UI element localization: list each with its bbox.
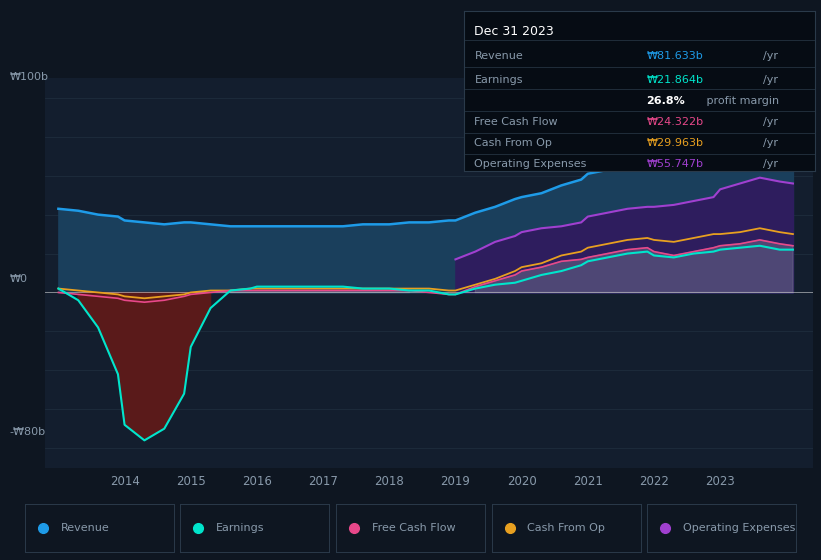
Text: Free Cash Flow: Free Cash Flow [372, 523, 456, 533]
Text: ₩100b: ₩100b [10, 72, 49, 82]
Text: ₩21.864b: ₩21.864b [647, 75, 704, 85]
Text: Dec 31 2023: Dec 31 2023 [475, 25, 554, 38]
Text: profit margin: profit margin [703, 96, 779, 106]
Text: ₩0: ₩0 [10, 274, 28, 284]
Text: ₩24.322b: ₩24.322b [647, 117, 704, 127]
Text: Free Cash Flow: Free Cash Flow [475, 117, 558, 127]
Text: Revenue: Revenue [61, 523, 109, 533]
Text: Cash From Op: Cash From Op [475, 138, 553, 148]
Text: /yr: /yr [763, 138, 777, 148]
Text: Cash From Op: Cash From Op [527, 523, 605, 533]
Text: ₩55.747b: ₩55.747b [647, 158, 704, 169]
Text: /yr: /yr [763, 51, 777, 61]
Text: Revenue: Revenue [475, 51, 523, 61]
Text: ₩81.633b: ₩81.633b [647, 51, 704, 61]
Text: Operating Expenses: Operating Expenses [683, 523, 796, 533]
Text: /yr: /yr [763, 158, 777, 169]
Text: -₩80b: -₩80b [10, 427, 46, 437]
Text: /yr: /yr [763, 75, 777, 85]
Text: Earnings: Earnings [216, 523, 264, 533]
Text: Earnings: Earnings [475, 75, 523, 85]
Text: /yr: /yr [763, 117, 777, 127]
Text: ₩29.963b: ₩29.963b [647, 138, 704, 148]
Text: 26.8%: 26.8% [647, 96, 686, 106]
Text: Operating Expenses: Operating Expenses [475, 158, 587, 169]
